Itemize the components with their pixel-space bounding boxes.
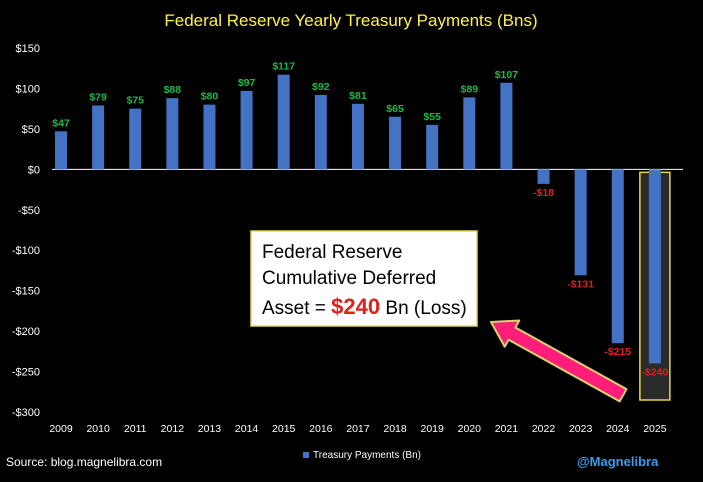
legend-label: Treasury Payments (Bn) — [313, 450, 421, 461]
bar-2023 — [574, 169, 587, 276]
bar-2018 — [389, 116, 402, 170]
value-label-2018: $65 — [386, 103, 404, 115]
y-tick-label: -$50 — [18, 205, 40, 217]
bars-layer — [55, 74, 661, 364]
annotation-value: $240 — [331, 294, 380, 319]
y-tick-label: -$250 — [12, 367, 40, 379]
x-tick-label-2011: 2011 — [124, 423, 147, 435]
x-tick-label-2009: 2009 — [49, 423, 73, 435]
value-label-2011: $75 — [126, 95, 144, 107]
x-tick-label-2013: 2013 — [198, 423, 222, 435]
legend-swatch — [303, 452, 309, 458]
source-text: Source: blog.magnelibra.com — [6, 455, 162, 469]
bar-2010 — [92, 105, 105, 170]
x-tick-label-2024: 2024 — [606, 423, 630, 435]
x-tick-label-2025: 2025 — [643, 423, 667, 435]
y-tick-label: $100 — [16, 83, 40, 95]
value-label-2021: $107 — [495, 69, 519, 81]
x-tick-label-2016: 2016 — [309, 423, 333, 435]
x-tick-label-2010: 2010 — [86, 423, 110, 435]
value-label-2013: $80 — [201, 91, 219, 103]
value-label-2020: $89 — [461, 83, 479, 95]
annotation-line-3: Asset = $240 Bn (Loss) — [262, 294, 467, 319]
bar-2017 — [351, 103, 364, 170]
value-label-2014: $97 — [238, 77, 256, 89]
bar-2011 — [129, 108, 142, 170]
x-tick-label-2018: 2018 — [383, 423, 407, 435]
y-tick-label: $150 — [16, 43, 40, 55]
y-tick-label: $50 — [22, 124, 40, 136]
y-axis: $150 $100 $50 $0 -$50 -$100 -$150 -$200 -$250 -$3… — [12, 43, 683, 419]
bar-2020 — [463, 97, 476, 170]
bar-2013 — [203, 104, 216, 170]
value-label-2012: $88 — [164, 84, 182, 96]
chart-title: Federal Reserve Yearly Treasury Payments… — [164, 11, 537, 30]
y-tick-label: -$300 — [12, 407, 40, 419]
bar-2015 — [277, 74, 290, 170]
x-tick-label-2014: 2014 — [235, 423, 259, 435]
value-label-2024: -$215 — [604, 346, 631, 358]
x-tick-label-2021: 2021 — [495, 423, 519, 435]
x-tick-label-2012: 2012 — [161, 423, 185, 435]
x-tick-label-2023: 2023 — [569, 423, 593, 435]
bar-2016 — [314, 94, 327, 170]
value-label-2019: $55 — [423, 111, 441, 123]
bar-2022 — [537, 169, 550, 184]
value-label-2023: -$131 — [567, 278, 594, 290]
value-label-2017: $81 — [349, 90, 367, 102]
bar-2012 — [166, 98, 179, 170]
x-tick-label-2017: 2017 — [346, 423, 370, 435]
value-label-2009: $47 — [52, 117, 70, 129]
annotation-line-3-prefix: Asset = — [262, 298, 331, 319]
y-tick-label: -$150 — [12, 286, 40, 298]
y-tick-label: $0 — [28, 164, 40, 176]
value-label-2015: $117 — [272, 61, 295, 73]
value-label-2016: $92 — [312, 81, 330, 93]
x-axis: 2009 2010 2011 2012 2013 2014 2015 2016 2017 2018… — [49, 423, 666, 435]
annotation-line-3-suffix: Bn (Loss) — [380, 298, 467, 319]
value-label-2022: -$18 — [533, 187, 554, 199]
y-tick-label: -$100 — [12, 245, 40, 257]
bar-2021 — [500, 82, 513, 170]
y-tick-label: -$200 — [12, 326, 40, 338]
x-tick-label-2019: 2019 — [420, 423, 444, 435]
bar-2009 — [55, 131, 67, 170]
annotation-line-1: Federal Reserve — [262, 242, 402, 263]
watermark-handle: @Magnelibra — [577, 454, 659, 469]
bar-2024 — [611, 169, 624, 344]
x-tick-label-2020: 2020 — [458, 423, 482, 435]
annotation-line-2: Cumulative Deferred — [262, 268, 436, 289]
bar-2019 — [426, 124, 439, 170]
pointer-arrow — [490, 319, 628, 403]
x-tick-label-2015: 2015 — [272, 423, 296, 435]
bar-2014 — [240, 90, 253, 170]
annotation-box — [250, 230, 478, 327]
value-labels-layer: $47 $79 $75 $88 $80 $97 $117 $92 $81 $65 $55 $89 $10… — [52, 61, 668, 379]
bar-2025 — [648, 169, 661, 364]
x-tick-label-2022: 2022 — [532, 423, 556, 435]
value-label-2025: -$240 — [641, 366, 668, 378]
value-label-2010: $79 — [89, 91, 107, 103]
